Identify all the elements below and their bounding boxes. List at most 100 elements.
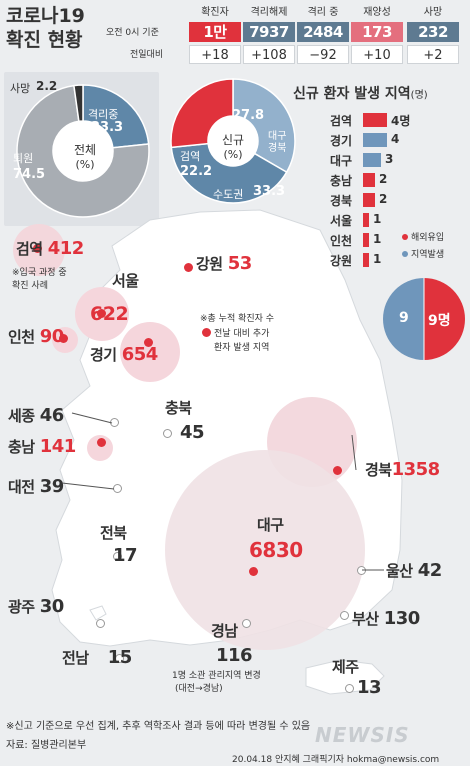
jeju-shape [305, 659, 385, 695]
bar-label: 대구 [330, 154, 353, 168]
region-chungnam: 충남 141 [8, 436, 76, 457]
footer-credit: 20.04.18 안지혜 그래픽기자 hokma@newsis.com [232, 755, 440, 765]
footer-source: 자료: 질병관리본부 [6, 740, 87, 751]
new-center-label: 신규 [221, 133, 245, 147]
footer-note: ※신고 기준으로 우선 집계, 추후 역학조사 결과 등에 따라 변경될 수 있… [6, 721, 311, 732]
gyeongbuk-new-dot [333, 466, 342, 475]
bar-value: 4 [391, 132, 400, 146]
new-region-unit: (명) [410, 90, 428, 101]
region-name: 경기 [90, 346, 117, 364]
gyeongnam-dot [242, 619, 251, 628]
note-total-3: 환자 발생 지역 [214, 343, 270, 353]
quarantine-donut-value: 22.2 [180, 164, 213, 179]
bar [363, 133, 387, 147]
bar-label: 서울 [330, 214, 353, 228]
bar-value: 4명 [391, 114, 411, 128]
incheon-new-dot [59, 334, 68, 343]
bar-value: 2 [379, 192, 388, 206]
bar [363, 173, 375, 187]
note-total-2: 전날 대비 추가 [214, 329, 270, 339]
stat-label: 격리해제 [250, 7, 288, 18]
region-value: 53 [227, 253, 253, 274]
bar-value: 1 [373, 212, 382, 226]
seoul-name: 서울 [112, 272, 139, 290]
bar-label: 충남 [330, 174, 353, 188]
region-incheon: 인천 90 [8, 326, 64, 347]
pie-overseas-value: 9명 [428, 313, 451, 329]
chungbuk-dot [163, 429, 172, 438]
title-line-2: 확진 현황 [6, 29, 83, 51]
stat-label: 사망 [423, 7, 443, 18]
region-value: 39 [39, 476, 65, 497]
gwangju-dot [96, 619, 105, 628]
region-quarantine: 검역 412 [16, 238, 84, 259]
bar-label: 경북 [330, 194, 353, 208]
region-value: 30 [39, 596, 65, 617]
region-ulsan: 울산 42 [386, 560, 442, 581]
seoul-new-dot [97, 309, 106, 318]
bar [363, 153, 381, 167]
chungnam-new-dot [97, 438, 106, 447]
stat-label: 재양성 [363, 7, 391, 18]
metro-label: 수도권 [213, 188, 244, 201]
jeonnam-dot [115, 654, 124, 663]
new-region-title-text: 신규 환자 발생 지역 [293, 86, 411, 102]
total-donut-chart [16, 84, 150, 218]
vs-prev-label: 전일대비 [130, 50, 164, 60]
region-value: 1358 [391, 459, 441, 480]
basis-label: 오전 0시 기준 [106, 28, 159, 38]
region-name: 충남 [8, 438, 35, 456]
chungbuk-value: 45 [180, 422, 205, 443]
legend-red-dot [202, 328, 211, 337]
region-busan: 부산 130 [352, 608, 420, 629]
isolating-label: 격리중 [88, 108, 119, 121]
total-center-unit: (%) [75, 158, 95, 171]
small-pie-chart [383, 278, 465, 360]
bar [363, 213, 369, 227]
legend-local-label: 지역발생 [411, 250, 445, 260]
legend-local-dot [402, 251, 408, 257]
new-center-unit: (%) [223, 148, 243, 161]
stat-value: 7937 [243, 22, 295, 42]
chungbuk-name: 충북 [165, 399, 192, 417]
watermark: NEWSIS [315, 723, 410, 747]
bar-label: 검역 [330, 114, 353, 128]
note-quarantine-2: 확진 사례 [12, 281, 48, 291]
new-region-title: 신규 환자 발생 지역(명) [293, 83, 428, 103]
stat-value: 173 [351, 22, 403, 42]
total-center-label: 전체 [73, 143, 97, 157]
legend-overseas-dot [402, 234, 408, 240]
gyeonggi-new-dot [144, 338, 153, 347]
region-value: 90 [39, 326, 65, 347]
bar-label: 강원 [330, 254, 353, 268]
note-gyeongnam-1: 1명 소관 관리지역 변경 [172, 671, 261, 681]
region-sejong: 세종 46 [8, 405, 64, 426]
region-value: 15 [107, 647, 133, 668]
region-value: 654 [121, 344, 159, 365]
seoul-value: 622 [90, 303, 129, 325]
jeonbuk-value: 17 [113, 545, 138, 566]
daegu-name: 대구 [257, 516, 284, 534]
quarantine-new-dot [33, 244, 42, 253]
bar [363, 193, 375, 207]
jeju-value: 13 [357, 677, 382, 698]
region-value: 130 [383, 608, 421, 629]
daegu-bubble [165, 450, 365, 650]
jeonbuk-name: 전북 [100, 524, 127, 542]
note-total-1: ※총 누적 확진자 수 [200, 314, 275, 324]
region-gyeongbuk: 경북1358 [365, 459, 440, 480]
bar-label: 경기 [330, 134, 353, 148]
region-name: 강원 [196, 255, 223, 273]
gyeonggi-bubble [120, 322, 180, 382]
region-name: 대전 [8, 478, 35, 496]
region-jeonnam: 전남 15 [62, 647, 132, 668]
stat-value: 2484 [297, 22, 349, 42]
region-name: 울산 [386, 562, 413, 580]
region-gwangju: 광주 30 [8, 596, 64, 617]
bar [363, 253, 369, 267]
region-name: 인천 [8, 328, 35, 346]
new-donut-chart [170, 78, 296, 204]
region-name: 경북 [365, 461, 392, 479]
stat-label: 격리 중 [307, 7, 339, 18]
